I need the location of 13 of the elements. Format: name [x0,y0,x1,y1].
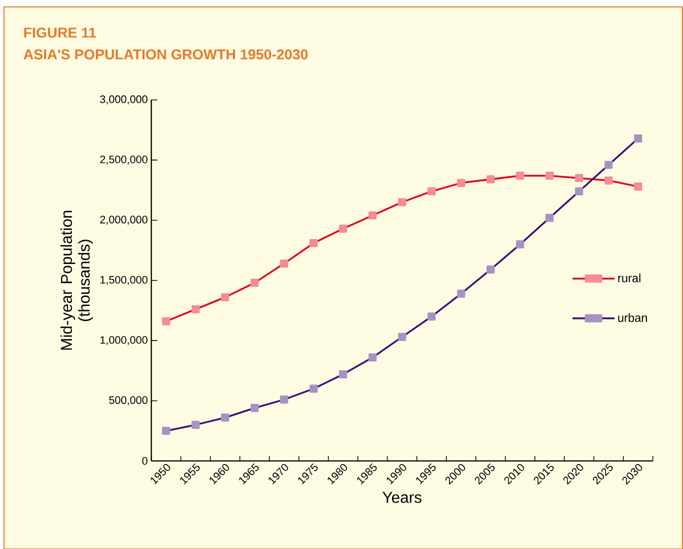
legend-label: rural [618,273,640,282]
x-axis-title: Years [382,492,422,503]
legend-label: urban [618,313,647,322]
y-axis-title: Mid-year Population (thousands) [60,210,93,350]
y-tick-label: 2,000,000 [100,216,148,224]
y-tick-label: 0 [142,456,148,465]
chart-subtitle: ASIA'S POPULATION GROWTH 1950-2030 [24,49,308,60]
chart-title: FIGURE 11 [24,27,96,38]
y-tick-label: 500,000 [109,396,148,406]
y-tick-label: 1,500,000 [100,276,148,285]
y-tick-label: 2,500,000 [100,155,148,164]
y-tick-label: 1,000,000 [100,336,148,345]
y-tick-label: 3,000,000 [100,95,148,104]
